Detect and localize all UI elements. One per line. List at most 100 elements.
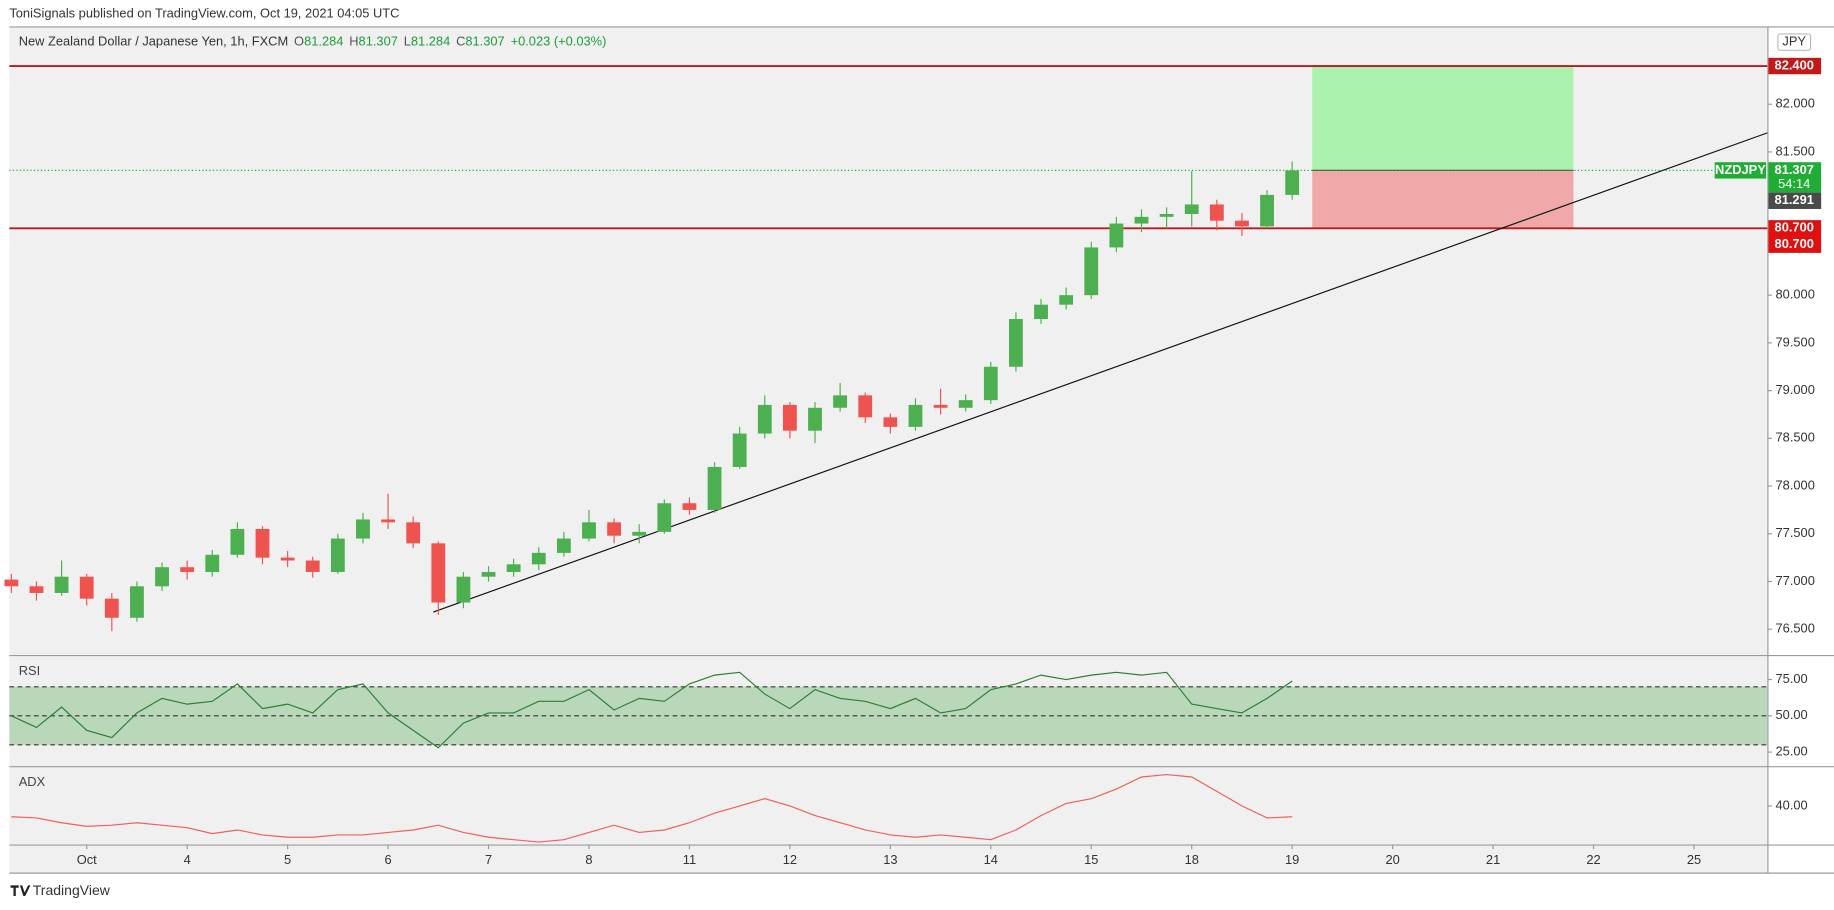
candle-body	[782, 404, 797, 431]
y-tick-label: 78.500	[1776, 430, 1815, 445]
price-marker-label: 81.291	[1775, 192, 1814, 207]
price-marker	[1768, 192, 1822, 209]
candle-body	[556, 538, 571, 553]
quote-key: C	[456, 34, 465, 49]
price-marker-label: 81.307	[1775, 162, 1814, 177]
y-tick-label: 40.00	[1776, 797, 1808, 812]
trendline	[433, 132, 1768, 613]
x-tick-label: 4	[184, 852, 191, 867]
candle-body	[1084, 247, 1099, 296]
symbol-tag	[1714, 162, 1767, 179]
candle-body	[657, 503, 672, 532]
y-tick-label: 50.00	[1776, 707, 1808, 722]
x-tick-label: Oct	[77, 852, 97, 867]
brand: TradingView	[33, 882, 111, 898]
quote-value: 81.307	[359, 34, 398, 49]
candle-body	[54, 576, 69, 593]
candle-body	[531, 552, 546, 565]
x-tick-label: 13	[883, 852, 897, 867]
candle-body	[1059, 295, 1074, 305]
candle-body	[406, 522, 421, 544]
y-tick-label: 78.000	[1776, 477, 1815, 492]
candle-body	[607, 522, 622, 536]
candle-body	[1209, 204, 1224, 221]
price-marker	[1768, 220, 1822, 237]
price-marker	[1768, 57, 1822, 75]
quote-change: +0.023 (+0.03%)	[511, 34, 607, 49]
candle-body	[330, 538, 345, 572]
candle-body	[1260, 194, 1274, 227]
x-tick-label: 21	[1486, 852, 1500, 867]
candle-body	[29, 586, 44, 593]
candle-body	[858, 395, 873, 418]
candle-body	[104, 598, 119, 618]
candle-body	[808, 407, 822, 431]
candle-body	[632, 531, 647, 536]
pane-title: New Zealand Dollar / Japanese Yen, 1h, F…	[19, 34, 288, 49]
candle-body	[205, 554, 220, 572]
stop-zone	[1312, 170, 1574, 229]
y-tick-label: 82.000	[1776, 96, 1815, 111]
candle-body	[431, 543, 446, 603]
x-tick-label: 20	[1385, 852, 1399, 867]
candle-body	[4, 579, 19, 587]
label-layer: 76.500 77.000 77.500 78.000 78.500 79.000 79.5…	[19, 34, 1822, 867]
price-marker-label: 82.400	[1775, 57, 1814, 72]
candle-body	[481, 571, 496, 577]
x-tick-label: 15	[1084, 852, 1098, 867]
quote-key: H	[349, 34, 358, 49]
x-tick-label: 7	[485, 852, 492, 867]
x-tick-label: 25	[1687, 852, 1701, 867]
x-tick-label: 6	[384, 852, 391, 867]
x-tick-label: 12	[783, 852, 797, 867]
x-tick-label: 5	[284, 852, 291, 867]
candle-body	[79, 576, 94, 599]
y-tick-label: 25.00	[1776, 743, 1808, 758]
quote-key: O	[294, 34, 304, 49]
x-tick-label: 19	[1285, 852, 1299, 867]
y-tick-label: 77.500	[1776, 525, 1815, 540]
x-tick-label: 22	[1586, 852, 1600, 867]
pane-title: RSI	[19, 663, 40, 678]
candle-body	[130, 586, 144, 618]
candle-body	[506, 564, 521, 572]
indicator-line	[11, 671, 1293, 749]
symbol-tag-label: NZDJPY	[1715, 162, 1766, 177]
y-tick-label: 80.000	[1776, 287, 1815, 302]
candle-body	[356, 519, 370, 539]
candle-body	[983, 366, 998, 401]
indicator-line	[11, 773, 1293, 843]
target-zone	[1312, 66, 1574, 171]
countdown: 54:14	[1778, 176, 1810, 191]
candle-body	[1109, 223, 1124, 248]
quote-value: 81.284	[411, 34, 450, 49]
quote-value: 81.284	[304, 34, 343, 49]
candle-body	[1285, 170, 1300, 195]
x-tick-label: 11	[683, 852, 696, 867]
candle-body	[155, 567, 169, 587]
candle-body	[883, 417, 898, 427]
candle-body	[1184, 204, 1199, 215]
x-tick-label: 14	[984, 852, 998, 867]
candle-body	[456, 576, 471, 603]
y-tick-label: 76.500	[1776, 621, 1815, 636]
y-tick-label: 79.500	[1776, 334, 1815, 349]
candle-body	[180, 567, 195, 572]
quote-value: 81.307	[465, 34, 504, 49]
candle-body	[1009, 319, 1023, 367]
candle-body	[707, 466, 722, 510]
candle-body	[757, 404, 772, 434]
price-marker	[1768, 236, 1822, 253]
price-marker-label: 80.700	[1775, 220, 1814, 235]
candle-body	[381, 519, 395, 523]
price-marker-label: 80.700	[1775, 236, 1814, 251]
candle-body	[732, 433, 747, 467]
currency: JPY	[1782, 34, 1806, 49]
candle-body	[1235, 220, 1249, 227]
candle-body	[682, 503, 697, 510]
candle-body	[582, 522, 596, 539]
candle-body	[1134, 216, 1149, 224]
candle-body	[933, 404, 948, 408]
x-tick-label: 18	[1185, 852, 1199, 867]
